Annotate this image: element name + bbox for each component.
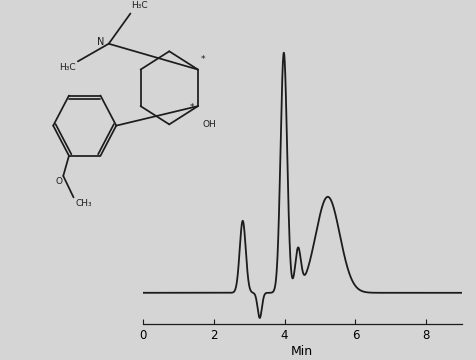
Text: H₃C: H₃C <box>131 1 148 10</box>
Text: OH: OH <box>202 120 216 129</box>
Text: *: * <box>189 103 194 112</box>
Text: H₃C: H₃C <box>60 63 76 72</box>
Text: N: N <box>97 37 105 47</box>
Text: *: * <box>201 55 205 64</box>
Text: O: O <box>55 177 62 186</box>
Text: CH₃: CH₃ <box>75 199 92 208</box>
X-axis label: Min: Min <box>291 345 313 357</box>
